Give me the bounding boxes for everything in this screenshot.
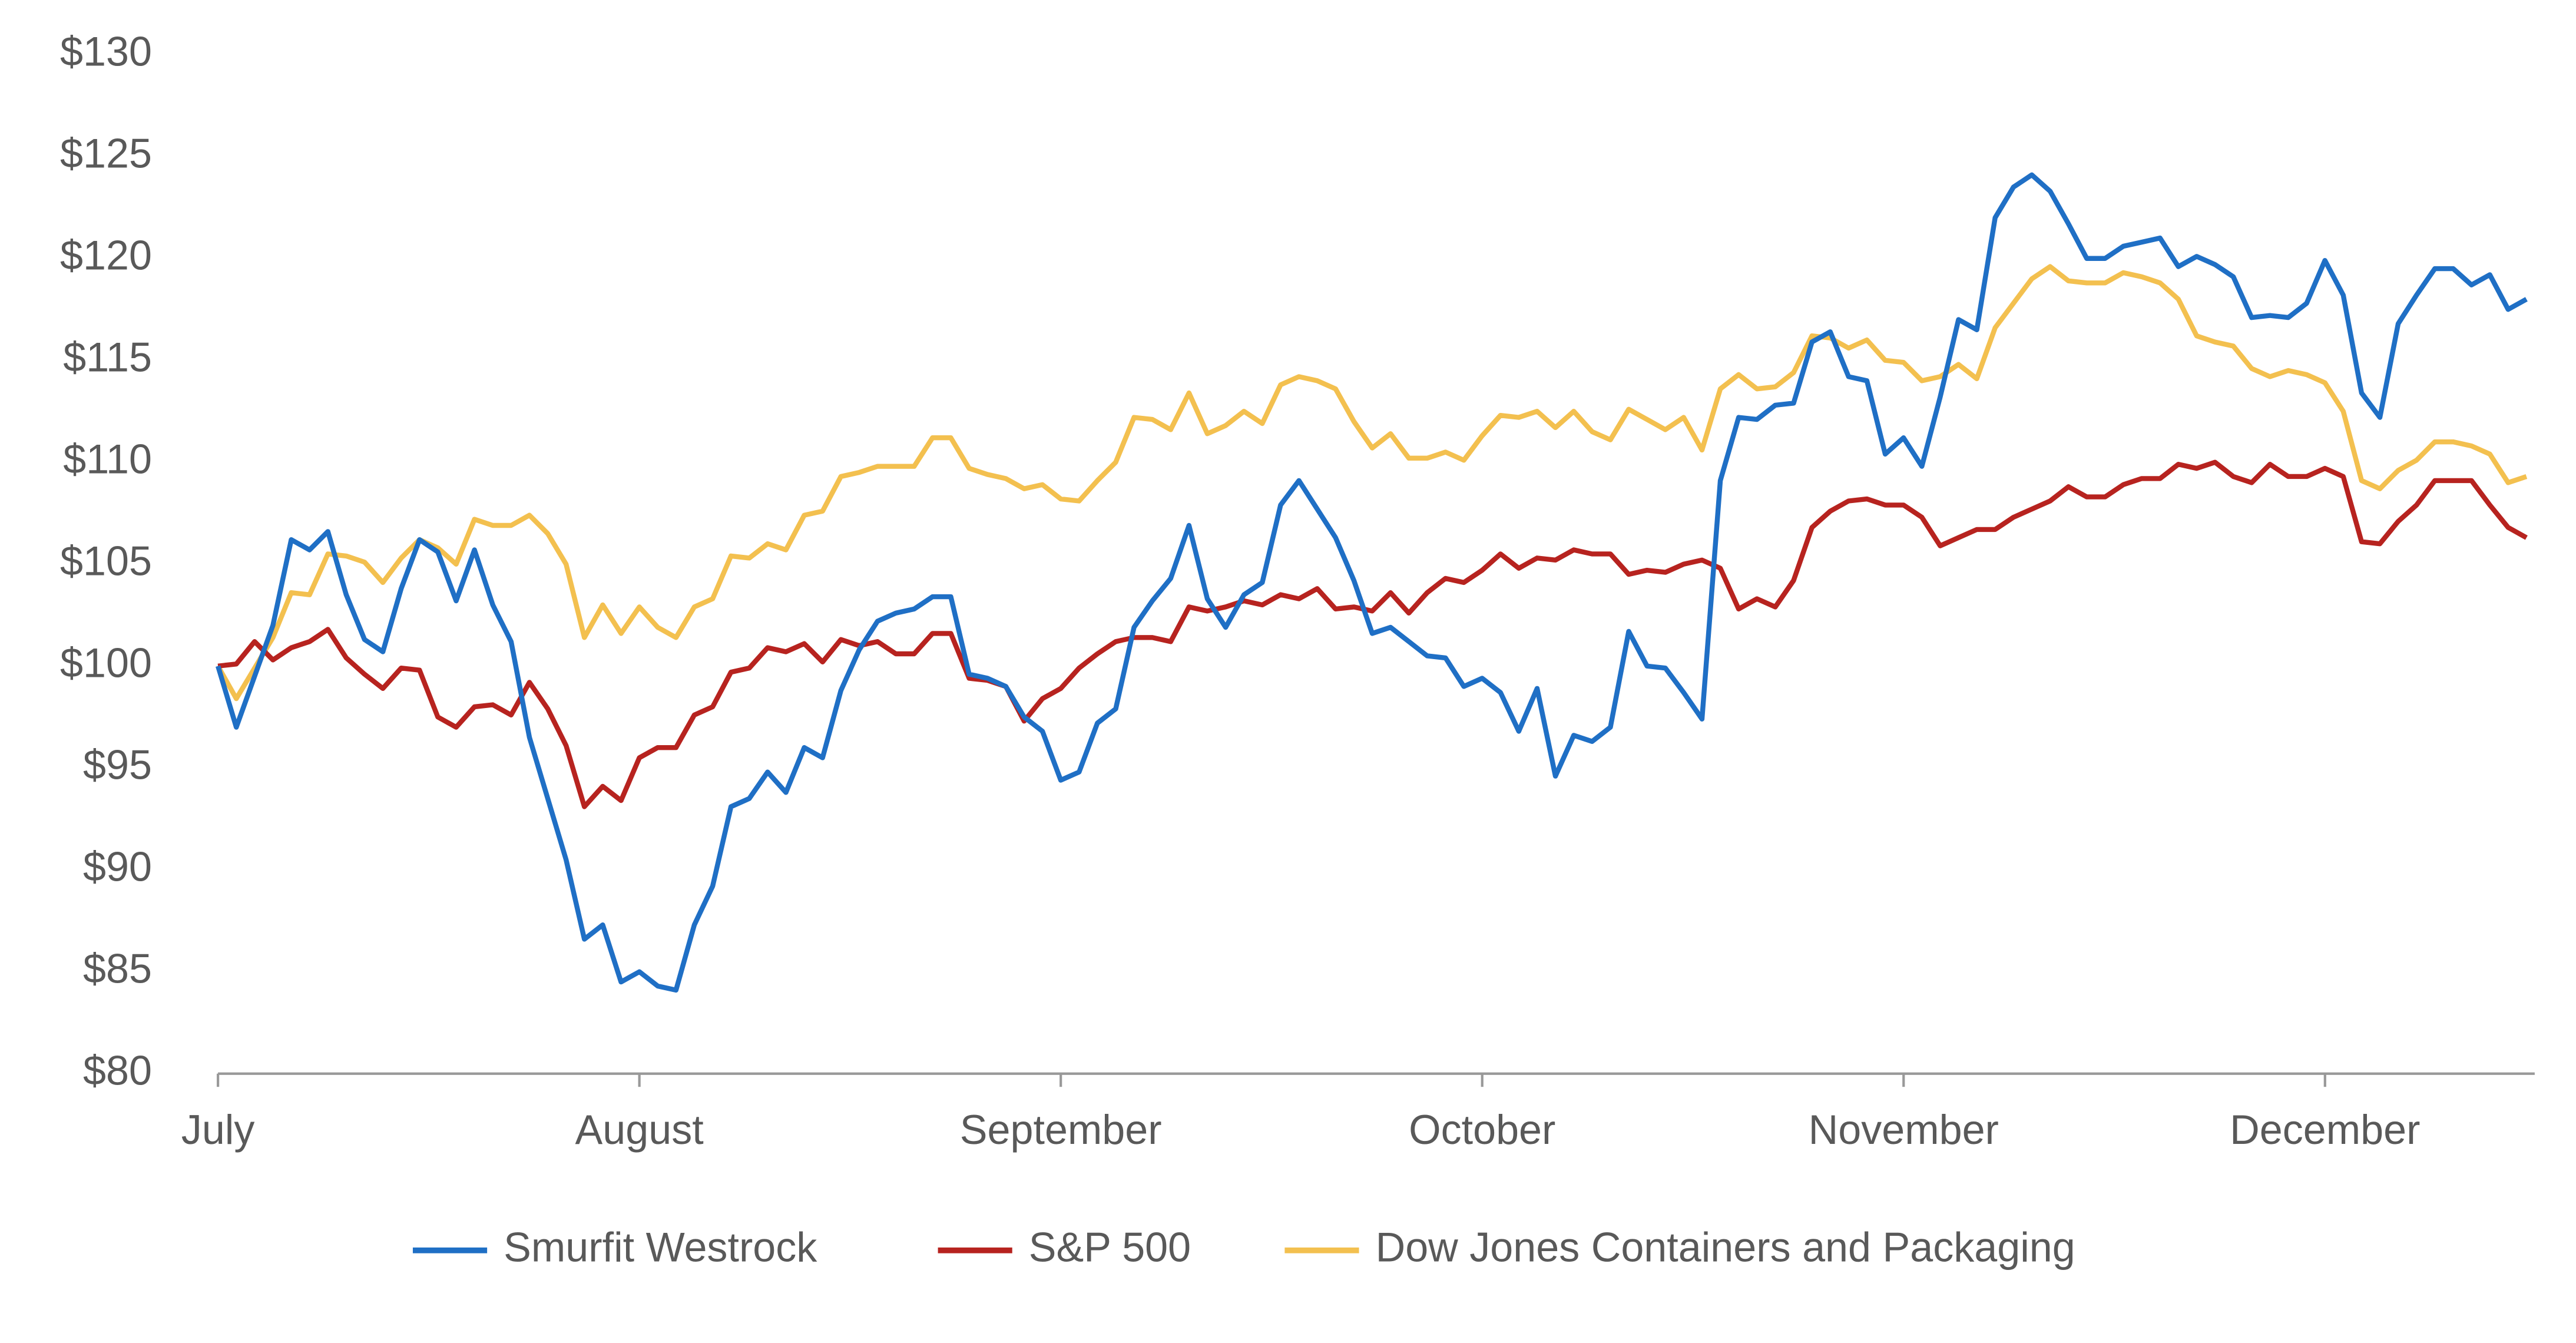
legend-label: Smurfit Westrock	[504, 1224, 817, 1270]
y-tick-label: $85	[83, 945, 152, 991]
y-tick-label: $100	[60, 640, 152, 686]
x-tick-label: November	[1809, 1107, 1999, 1153]
series-line	[216, 172, 2528, 993]
y-tick-label: $110	[63, 436, 152, 482]
x-tick-label: October	[1409, 1107, 1555, 1153]
x-tick-label: September	[960, 1107, 1162, 1153]
series-line	[216, 264, 2528, 702]
y-tick-label: $95	[83, 742, 152, 788]
x-tick-label: July	[181, 1107, 255, 1153]
series-line	[217, 459, 2528, 809]
y-tick-label: $120	[60, 232, 152, 278]
y-tick-label: $90	[83, 843, 152, 889]
x-tick-label: August	[575, 1107, 704, 1153]
y-tick-label: $125	[60, 130, 152, 176]
legend-label: Dow Jones Containers and Packaging	[1376, 1224, 2075, 1270]
y-tick-label: $130	[60, 28, 152, 74]
y-tick-label: $105	[60, 538, 152, 584]
y-tick-label: $80	[83, 1047, 152, 1093]
legend-label: S&P 500	[1029, 1224, 1191, 1270]
y-tick-label: $115	[63, 334, 152, 380]
x-tick-label: December	[2230, 1107, 2420, 1153]
